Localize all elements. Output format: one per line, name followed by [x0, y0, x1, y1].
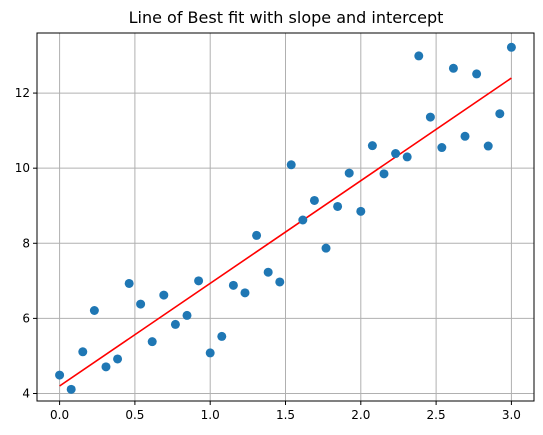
x-tick-label: 2.0 — [351, 408, 370, 422]
scatter-point — [298, 215, 308, 225]
best-fit-line-layer — [59, 77, 512, 387]
scatter-point — [159, 290, 169, 300]
scatter-point — [448, 63, 458, 73]
scatter-point — [472, 69, 482, 79]
x-tick-label: 1.5 — [276, 408, 295, 422]
scatter-point — [379, 169, 389, 179]
chart-title: Line of Best fit with slope and intercep… — [129, 8, 444, 27]
scatter-point — [425, 112, 435, 122]
x-axis: 0.0 0.5 1.0 1.5 2.0 2.5 3.0 — [50, 401, 521, 422]
scatter-point — [321, 243, 331, 253]
scatter-point — [333, 201, 343, 211]
scatter-point — [170, 319, 180, 329]
x-tick-label: 2.5 — [427, 408, 446, 422]
scatter-point — [113, 354, 123, 364]
scatter-point — [402, 152, 412, 162]
scatter-point — [483, 141, 493, 151]
y-tick-label: 4 — [22, 386, 30, 400]
scatter-point — [89, 306, 99, 316]
x-tick-label: 3.0 — [502, 408, 521, 422]
y-axis: 4 6 8 10 12 — [15, 86, 37, 400]
x-tick-label: 0.0 — [50, 408, 69, 422]
scatter-point — [217, 331, 227, 341]
scatter-point — [344, 168, 354, 178]
y-tick-label: 8 — [22, 236, 30, 250]
scatter-point — [194, 276, 204, 286]
y-tick-label: 10 — [15, 161, 30, 175]
scatter-point — [495, 109, 505, 119]
scatter-point — [66, 384, 76, 394]
scatter-point — [263, 267, 273, 277]
best-fit-line — [59, 77, 512, 387]
scatter-point — [182, 310, 192, 320]
scatter-point — [506, 42, 516, 52]
scatter-point — [460, 131, 470, 141]
scatter-point — [286, 160, 296, 170]
scatter-point — [147, 337, 157, 347]
scatter-point — [78, 347, 88, 357]
scatter-point — [136, 299, 146, 309]
scatter-point — [101, 362, 111, 372]
scatter-point — [275, 277, 285, 287]
scatter-point — [205, 348, 215, 358]
x-tick-label: 0.5 — [125, 408, 144, 422]
scatter-point — [252, 230, 262, 240]
scatter-point — [228, 280, 238, 290]
scatter-point — [240, 288, 250, 298]
scatter-point — [437, 143, 447, 153]
scatter-points — [55, 42, 516, 394]
y-tick-label: 6 — [22, 311, 30, 325]
scatter-point — [367, 141, 377, 151]
x-tick-label: 1.0 — [201, 408, 220, 422]
scatter-point — [414, 51, 424, 61]
scatter-point — [391, 149, 401, 159]
y-tick-label: 12 — [15, 86, 30, 100]
scatter-point — [124, 278, 134, 288]
grid — [37, 33, 534, 401]
scatter-point — [356, 206, 366, 216]
scatter-point — [309, 195, 319, 205]
scatter-point — [55, 370, 65, 380]
